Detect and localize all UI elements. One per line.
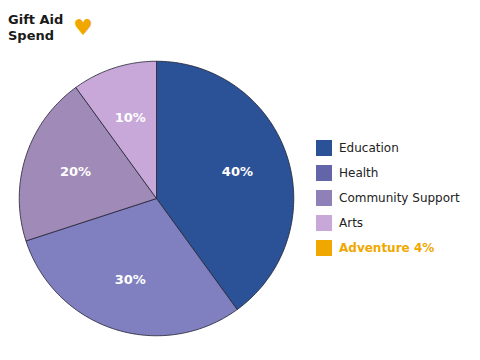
- svg-text:20%: 20%: [60, 164, 91, 179]
- html-text:Education: Education: [339, 141, 399, 155]
- html-text:Gift Aid Spend: Gift Aid Spend: [8, 12, 64, 43]
- html-text:Arts: Arts: [339, 216, 364, 230]
- html-text:Adventure 4%: Adventure 4%: [339, 241, 435, 255]
- svg-text:10%: 10%: [115, 110, 146, 125]
- svg-text:40%: 40%: [222, 164, 253, 179]
- svg-text:30%: 30%: [115, 272, 146, 287]
- html-text:Health: Health: [339, 166, 379, 180]
- html-text:Community Support: Community Support: [339, 191, 460, 205]
